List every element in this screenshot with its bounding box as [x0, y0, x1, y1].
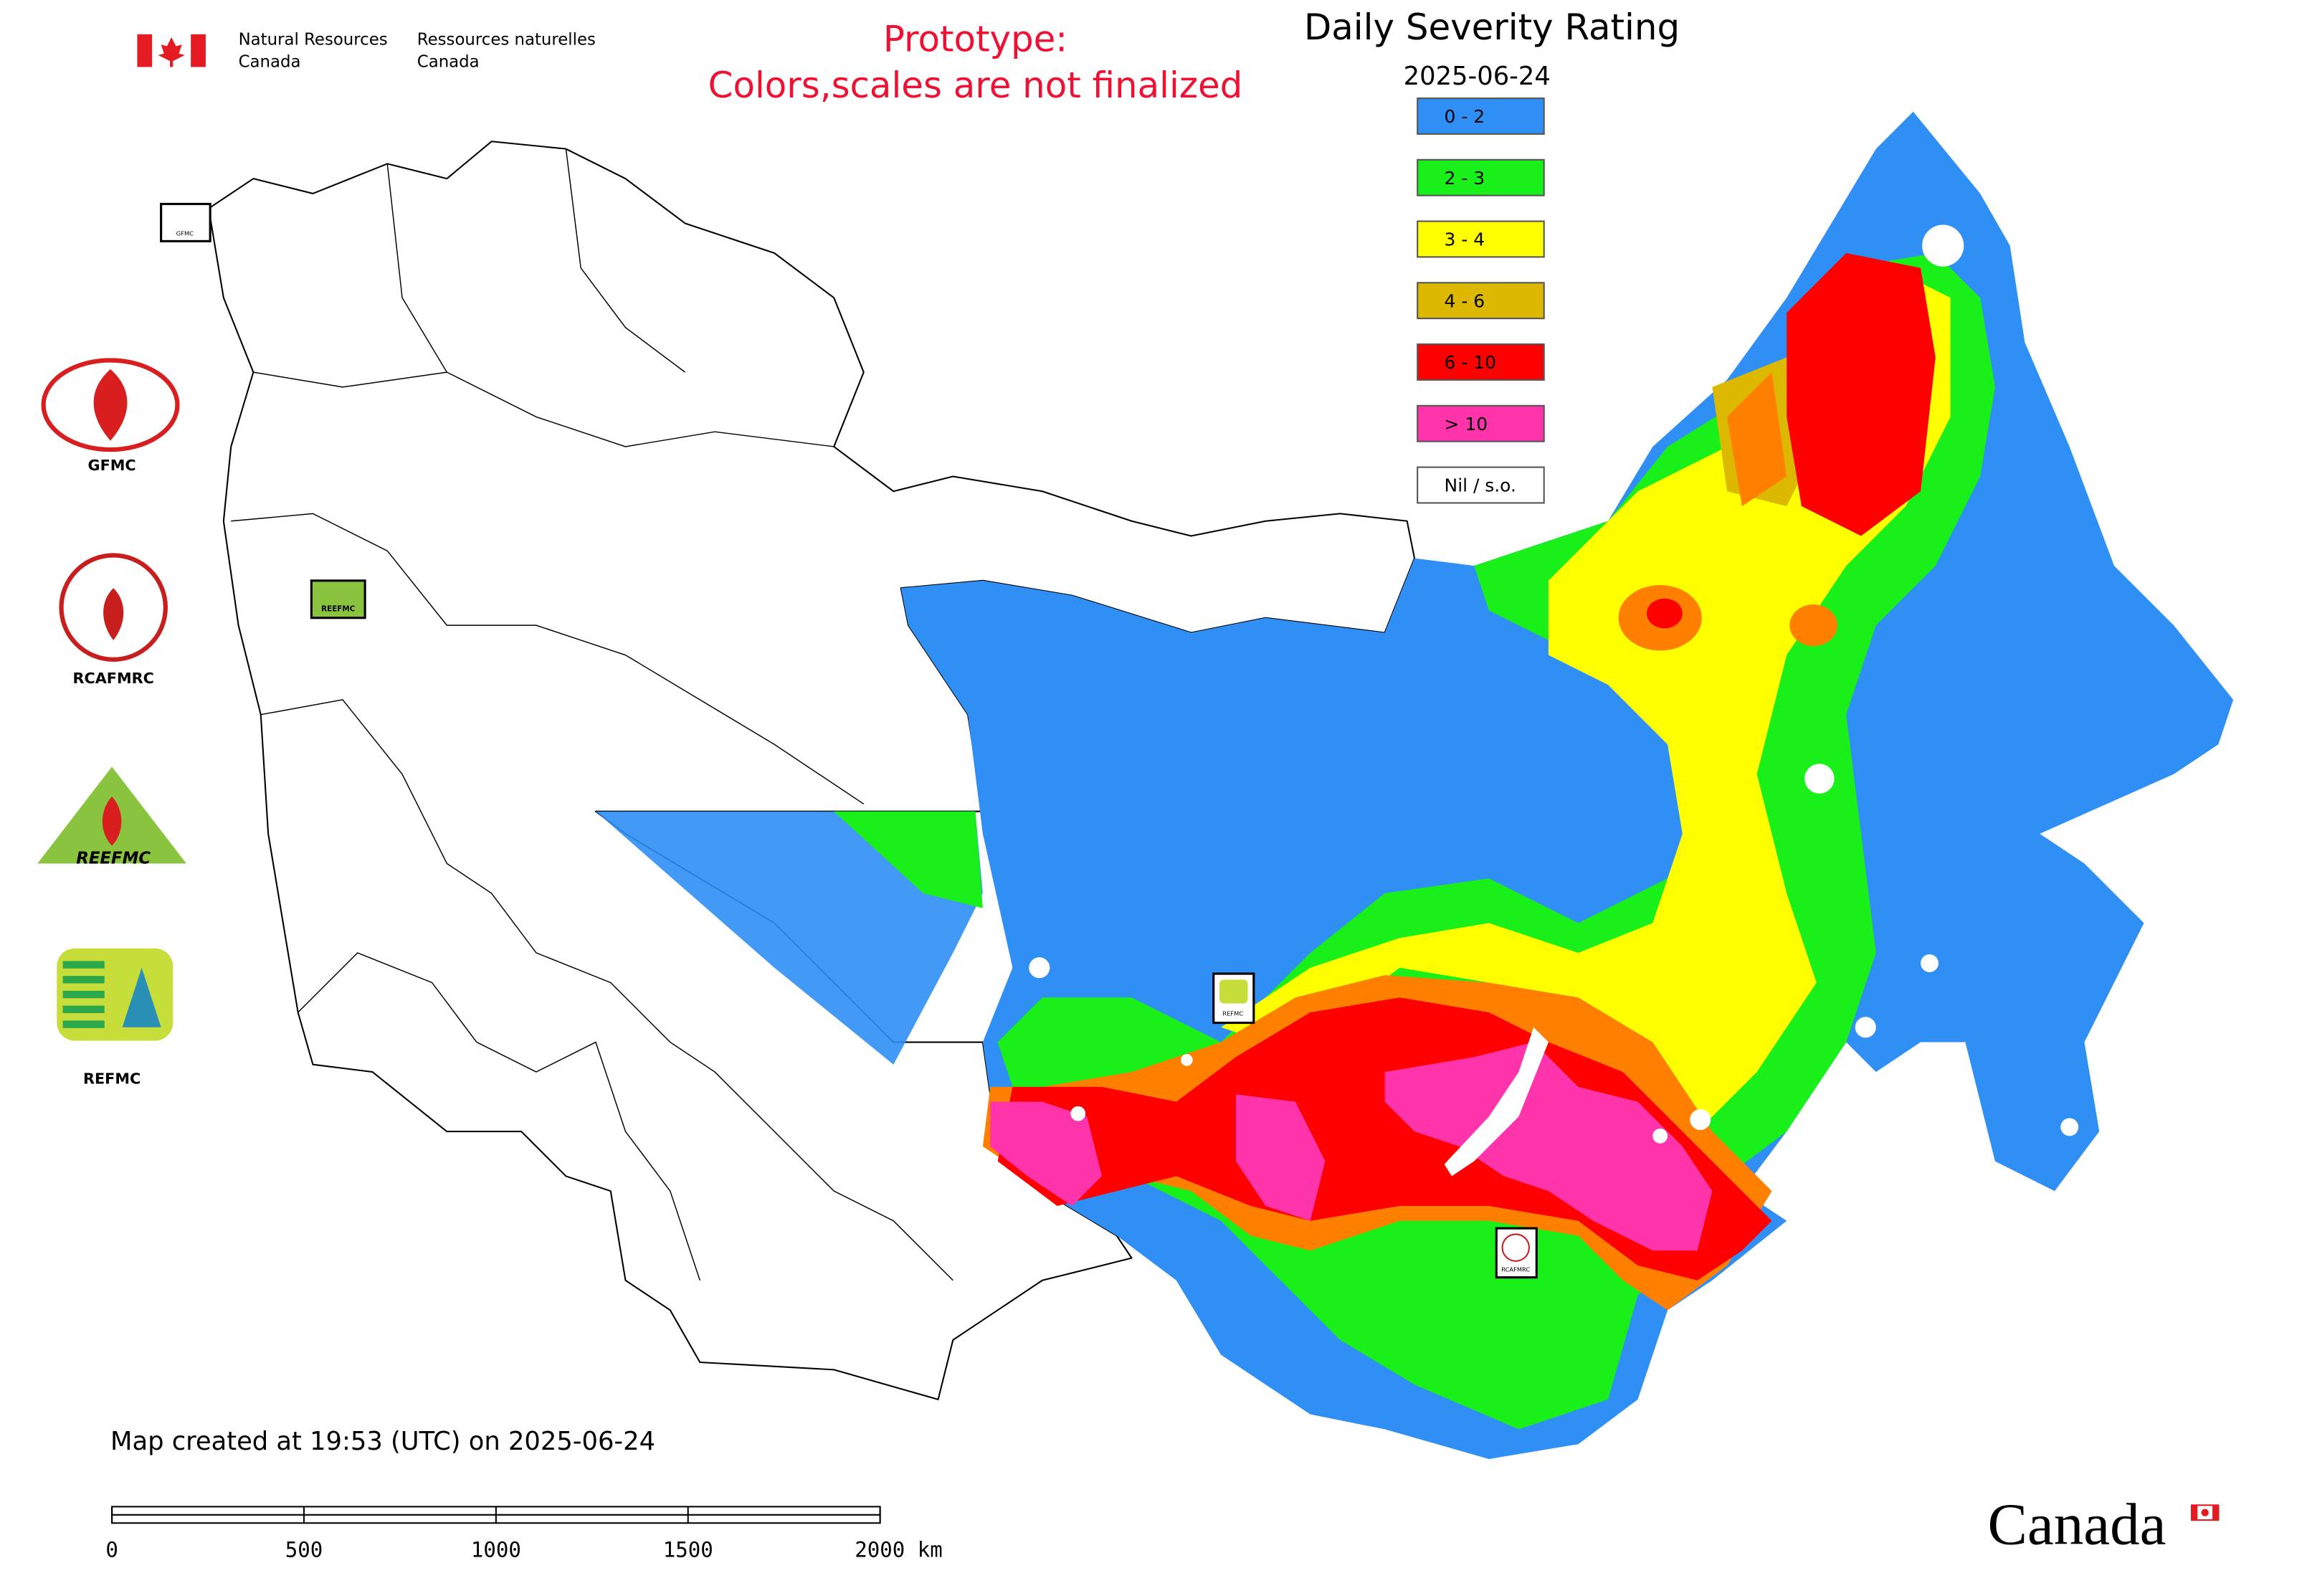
- rating-zone: [1235, 1094, 1326, 1221]
- wordmark-flag: [2191, 1505, 2198, 1521]
- legend-swatch: [1417, 158, 1545, 196]
- legend-date: 2025-06-24: [1404, 62, 1551, 91]
- marker-box: [160, 202, 211, 242]
- rating-zone: [834, 811, 983, 908]
- scale-label: 2000 km: [855, 1538, 942, 1562]
- legend-swatch: [1417, 220, 1545, 258]
- rating-zone: [990, 1101, 1102, 1206]
- centre-marker: GFMC: [160, 202, 211, 242]
- rating-zone: [595, 811, 983, 1065]
- no-data-spot: [1029, 957, 1050, 979]
- legend-label: Nil / s.o.: [1445, 475, 1516, 496]
- rating-zone: [1646, 598, 1683, 629]
- notice: Colors,scales are not finalized: [708, 65, 1243, 106]
- severity-raster: [595, 111, 2234, 1459]
- created-note: Map created at 19:53 (UTC) on 2025-06-24: [110, 1427, 655, 1456]
- no-data-spot: [1922, 224, 1964, 267]
- rating-zone: [1787, 253, 1936, 536]
- nrcan-signature: Natural Resources Canada Ressources natu…: [137, 31, 596, 72]
- legend-swatch: [1417, 282, 1545, 320]
- no-data-spot: [2060, 1118, 2079, 1136]
- logo-shape: [41, 358, 180, 452]
- country-border: [298, 952, 701, 1281]
- legend-label: 2 - 3: [1445, 168, 1485, 189]
- scale-label: 0: [105, 1538, 118, 1562]
- country-border: [231, 513, 865, 804]
- notice: Prototype:: [883, 19, 1067, 60]
- marker-label: REFMC: [1222, 1010, 1243, 1017]
- logo-label: GFMC: [88, 457, 136, 474]
- canada-wordmark: Canada: [1987, 1491, 2220, 1557]
- logo-label: RCAFMRC: [73, 670, 154, 687]
- wordmark-flag: [2201, 1509, 2209, 1516]
- legend: 0 - 2 2 - 3 3 - 4 4 - 6 6 - 10 > 10 Nil / s.o.: [1417, 98, 1545, 504]
- lake: [1444, 1027, 1549, 1177]
- scale-label: 1500: [663, 1538, 713, 1562]
- marker-label: RCAFMRC: [1501, 1266, 1530, 1273]
- no-data-spot: [1921, 954, 1939, 972]
- country-border: [253, 371, 834, 447]
- logo-shape: [62, 961, 105, 1028]
- logo-label: REEFMC: [76, 850, 151, 868]
- rating-zone: [1384, 1042, 1713, 1251]
- wordmark-flag: [2212, 1505, 2219, 1521]
- legend-swatch: [1417, 466, 1545, 504]
- no-data-spot: [1070, 1106, 1086, 1121]
- flag-bar: [137, 34, 153, 67]
- legend-label: 3 - 4: [1445, 229, 1485, 250]
- outline-region: [208, 141, 1416, 1400]
- rating-zone: [1789, 604, 1837, 647]
- legend-swatch: [1417, 343, 1545, 381]
- logo-shape: [93, 369, 128, 441]
- flag-leaf: [158, 37, 185, 67]
- legend-swatch: [1417, 98, 1545, 135]
- legend-label: 4 - 6: [1445, 290, 1485, 311]
- logo-label: REFMC: [83, 1070, 141, 1087]
- logo-shape: [102, 796, 122, 846]
- legend-swatch: [1417, 404, 1545, 442]
- scale-label: 500: [285, 1538, 323, 1562]
- legend-label: 6 - 10: [1445, 352, 1496, 373]
- scale-label: 1000: [471, 1538, 521, 1562]
- logo-gfmc: GFMC: [41, 358, 180, 474]
- marker-box: [310, 579, 366, 619]
- no-data-spots: [1029, 224, 2079, 1144]
- marker-label: GFMC: [176, 230, 194, 237]
- rating-zone: [1727, 372, 1787, 507]
- country-border: [386, 148, 685, 373]
- flag-bar: [191, 34, 206, 67]
- marker-icon: [1501, 1233, 1530, 1262]
- no-data-spot: [1690, 1108, 1711, 1131]
- legend-label: 0 - 2: [1445, 106, 1485, 127]
- legend-label: > 10: [1445, 414, 1488, 434]
- logo-reefmc: REEFMC: [37, 766, 186, 868]
- wordmark: Canada: [1987, 1491, 2166, 1557]
- logo-refmc: REFMC: [57, 948, 173, 1087]
- agency-name: Ressources naturelles: [417, 31, 596, 49]
- logo-shape: [122, 967, 161, 1027]
- agency-name: Natural Resources: [239, 31, 388, 49]
- legend-title: Daily Severity Rating: [1304, 6, 1680, 48]
- no-data-spot: [1804, 764, 1835, 794]
- logo-shape: [103, 588, 124, 640]
- agency-name: Canada: [239, 53, 301, 72]
- centre-marker: RCAFMRC: [1495, 1227, 1538, 1279]
- marker-icon: [1219, 979, 1248, 1004]
- country-border: [260, 699, 953, 1281]
- centre-marker: REFMC: [1212, 972, 1255, 1025]
- logo-rcafmrc: RCAFMRC: [59, 553, 168, 687]
- no-data-spot: [1181, 1054, 1193, 1066]
- scale-bar: 0 500 1000 1500 2000 km: [105, 1506, 943, 1562]
- no-data-spot: [1855, 1017, 1876, 1038]
- agency-name: Canada: [417, 53, 480, 72]
- centre-marker: REEFMC: [310, 579, 366, 619]
- marker-label: REEFMC: [321, 604, 355, 613]
- no-data-spot: [1652, 1128, 1668, 1144]
